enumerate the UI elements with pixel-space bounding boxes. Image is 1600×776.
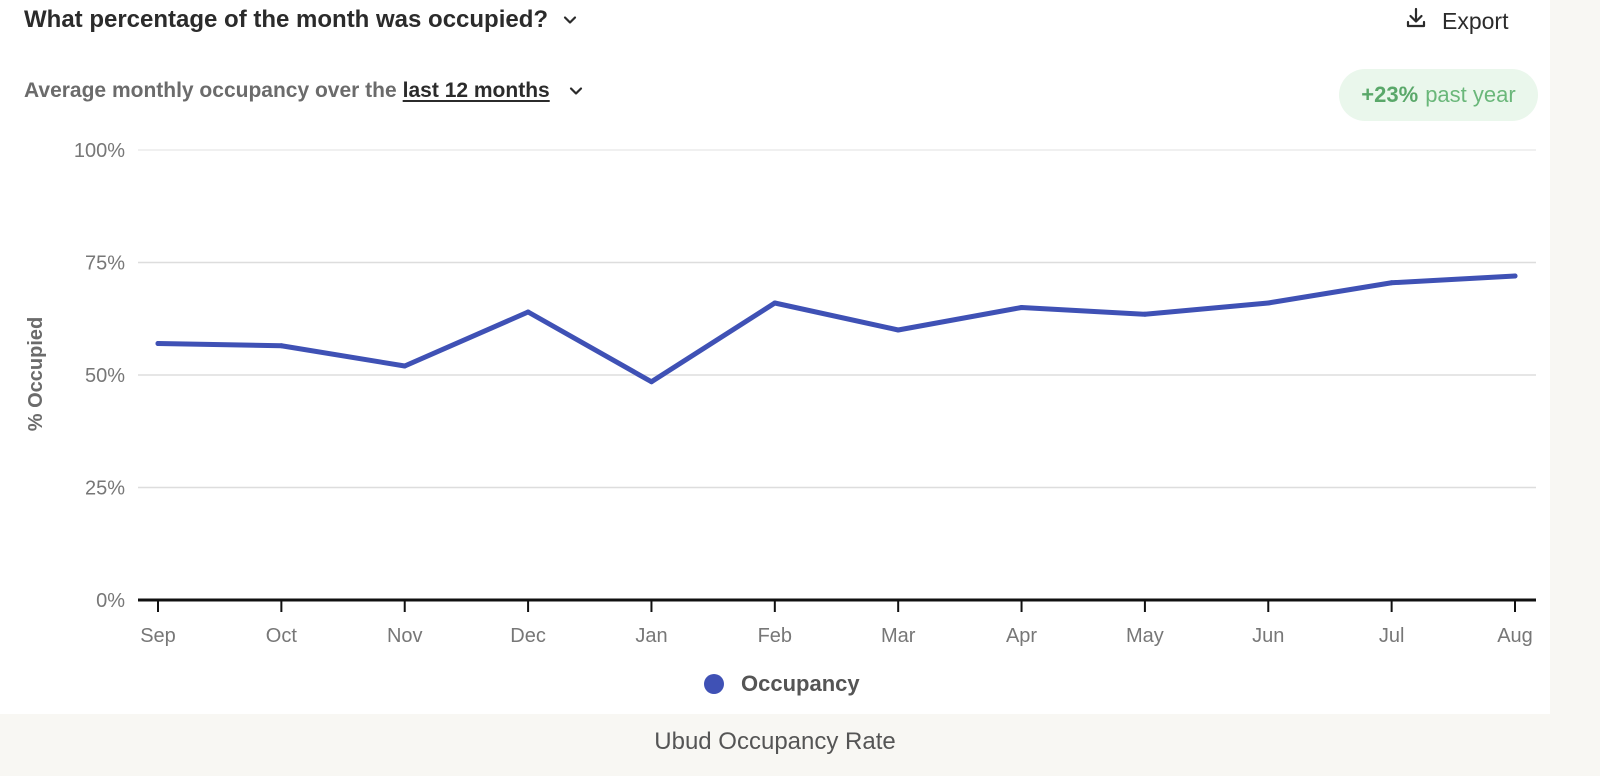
y-tick-label: 75% [85,253,125,275]
x-tick-label: Nov [387,625,423,647]
subtitle-prefix: Average monthly occupancy over the [24,79,397,102]
data-point [1512,273,1518,279]
x-tick-label: Apr [1006,625,1037,647]
download-icon [1404,6,1428,36]
export-label: Export [1442,7,1509,34]
y-axis-label: % Occupied [25,317,47,431]
series-line-occupancy [155,273,1518,385]
change-label: past year [1425,82,1516,107]
data-point [278,343,284,349]
x-tick-label: Jan [635,625,667,647]
data-point [1389,280,1395,286]
x-tick-label: Oct [266,625,298,647]
chart-title-dropdown[interactable]: What percentage of the month was occupie… [24,6,578,34]
data-point [525,309,531,315]
y-tick-label: 100% [74,140,125,162]
data-point [402,363,408,369]
change-value: +23% [1361,82,1419,107]
data-point [772,300,778,306]
chart-card: What percentage of the month was occupie… [0,0,1550,714]
legend-label: Occupancy [741,671,860,696]
data-point [1142,311,1148,317]
chart-title: What percentage of the month was occupie… [24,6,549,33]
export-button[interactable]: Export [1404,6,1508,36]
y-tick-label: 50% [85,365,125,387]
x-tick-label: Jul [1379,625,1405,647]
time-range-link[interactable]: last 12 months [402,79,550,102]
figure-caption: Ubud Occupancy Rate [654,728,896,755]
x-tick-label: May [1126,625,1164,647]
change-badge: +23% past year [1339,69,1538,121]
x-tick-label: Feb [758,625,792,647]
x-tick-label: Sep [140,625,176,647]
occupancy-line-chart: 0% 25% 50% 75% 100% Sep Oct Nov Dec Jan Feb Mar Apr M… [25,140,1536,647]
y-tick-label: 25% [85,478,125,500]
chart-legend: Occupancy [704,671,860,697]
chevron-down-icon[interactable] [562,12,578,28]
legend-marker [704,674,724,694]
chevron-down-icon[interactable] [568,83,584,99]
data-point [155,341,161,346]
x-tick-label: Jun [1252,625,1284,647]
y-tick-label: 0% [96,590,125,612]
chart-subtitle: Average monthly occupancy over the last … [24,79,584,103]
data-point [1019,305,1025,310]
x-tick-label: Dec [510,625,546,647]
data-point [1265,300,1271,306]
data-point [648,379,654,385]
x-tick-label: Aug [1497,625,1533,647]
x-tick-label: Mar [881,625,916,647]
data-point [895,327,901,333]
